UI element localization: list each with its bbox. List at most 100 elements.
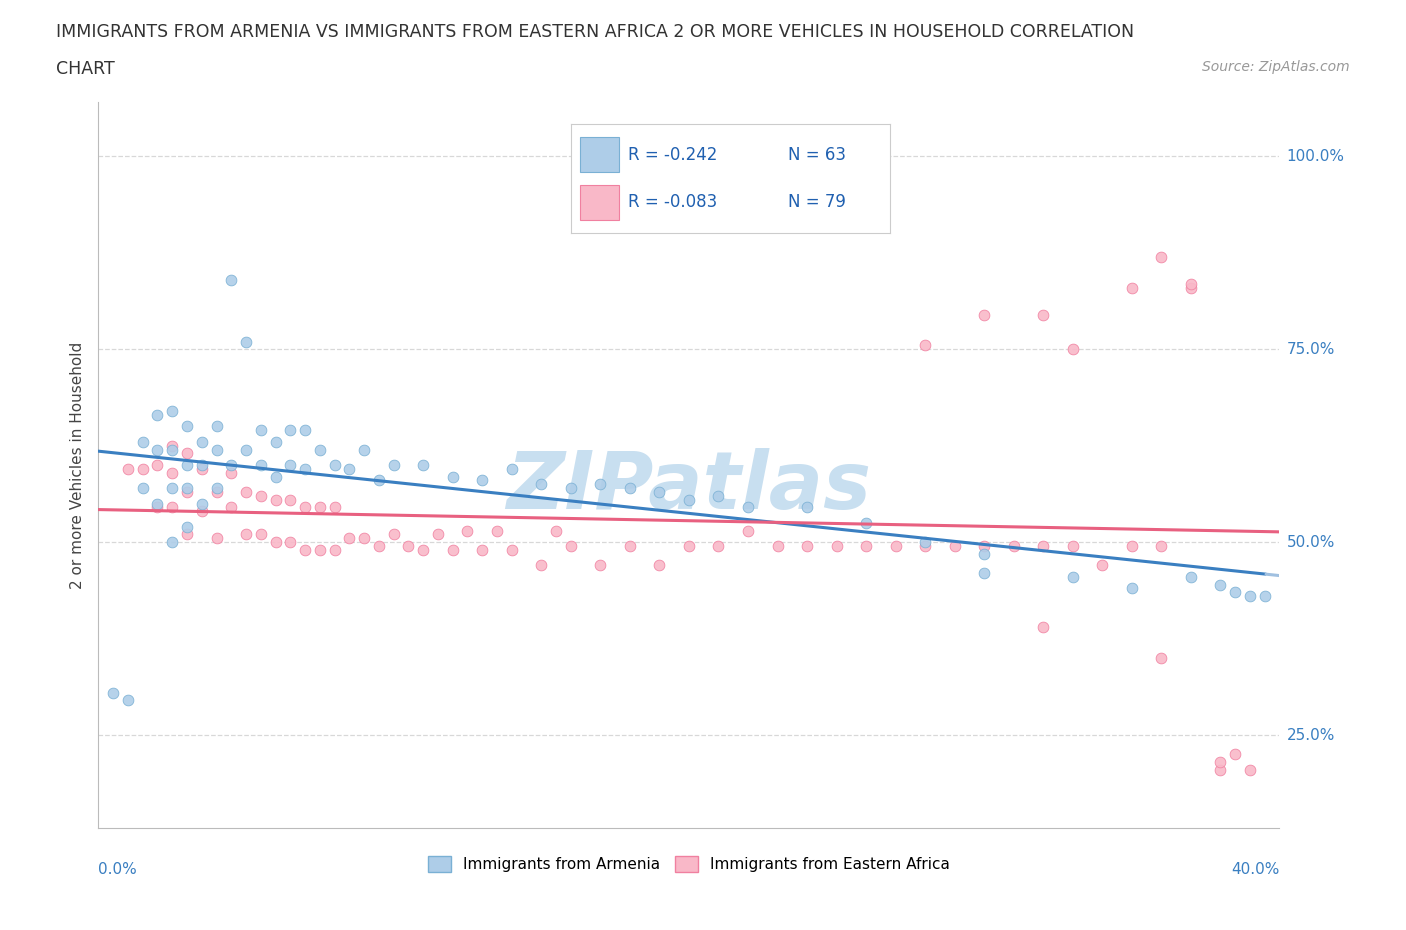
Point (1180, 569, 1202, 584)
Point (1121, 538, 1143, 553)
Point (1032, 307, 1054, 322)
Point (103, 685, 125, 700)
Point (205, 531, 228, 546)
Point (294, 500, 316, 515)
Point (1180, 276, 1202, 291)
Point (546, 524, 568, 538)
Point (221, 465, 243, 480)
Point (250, 488, 273, 503)
Text: 75.0%: 75.0% (1286, 341, 1334, 357)
Point (323, 500, 346, 515)
Point (1150, 650, 1173, 665)
Point (176, 527, 198, 542)
Point (294, 542, 316, 557)
Point (264, 434, 287, 449)
Point (1121, 280, 1143, 295)
Point (280, 423, 302, 438)
Text: 50.0%: 50.0% (1286, 535, 1334, 550)
Point (162, 404, 183, 418)
Point (1062, 538, 1084, 553)
Point (1091, 558, 1114, 573)
Point (1254, 589, 1277, 604)
Point (1150, 249, 1173, 264)
Point (707, 488, 730, 503)
Point (530, 558, 553, 573)
Point (678, 492, 700, 507)
Point (176, 446, 198, 461)
Point (132, 434, 155, 449)
Point (973, 538, 995, 553)
Point (973, 565, 995, 580)
Point (162, 535, 183, 550)
Point (146, 407, 169, 422)
Point (368, 538, 391, 553)
Point (250, 458, 273, 472)
Point (648, 485, 671, 499)
Point (117, 461, 139, 476)
Point (914, 535, 936, 550)
Point (250, 527, 273, 542)
Point (235, 334, 257, 349)
Point (560, 481, 582, 496)
Point (323, 458, 346, 472)
Point (943, 538, 966, 553)
Point (117, 693, 139, 708)
Text: 25.0%: 25.0% (1286, 727, 1334, 742)
Point (1121, 581, 1143, 596)
Point (221, 272, 243, 287)
Point (280, 492, 302, 507)
Point (382, 458, 405, 472)
Text: 100.0%: 100.0% (1286, 149, 1344, 164)
Point (1032, 538, 1054, 553)
Point (353, 531, 375, 546)
Point (1239, 589, 1261, 604)
Point (264, 535, 287, 550)
Point (914, 338, 936, 352)
Point (235, 442, 257, 457)
Point (162, 465, 183, 480)
Point (1209, 763, 1232, 777)
Point (205, 481, 228, 496)
Point (855, 538, 877, 553)
Point (412, 458, 434, 472)
Point (309, 442, 332, 457)
Point (176, 485, 198, 499)
Text: Source: ZipAtlas.com: Source: ZipAtlas.com (1202, 60, 1350, 74)
Point (884, 538, 907, 553)
Point (530, 477, 553, 492)
Point (825, 538, 848, 553)
Point (1225, 585, 1247, 600)
Point (1209, 754, 1232, 769)
Point (176, 458, 198, 472)
Point (707, 538, 730, 553)
Point (176, 519, 198, 534)
Point (294, 423, 316, 438)
Point (339, 531, 361, 546)
Legend: Immigrants from Armenia, Immigrants from Eastern Africa: Immigrants from Armenia, Immigrants from… (422, 850, 956, 878)
Point (589, 558, 612, 573)
Point (973, 307, 995, 322)
Point (146, 496, 169, 511)
Point (280, 458, 302, 472)
Point (678, 538, 700, 553)
Point (162, 442, 183, 457)
Point (1209, 578, 1232, 592)
Point (191, 458, 214, 472)
Point (914, 538, 936, 553)
Point (294, 461, 316, 476)
Point (176, 481, 198, 496)
Text: ZIPatlas: ZIPatlas (506, 447, 872, 525)
Point (191, 434, 214, 449)
Y-axis label: 2 or more Vehicles in Household: 2 or more Vehicles in Household (70, 341, 86, 589)
Point (205, 485, 228, 499)
Point (1002, 538, 1025, 553)
Point (471, 473, 494, 488)
Point (766, 538, 789, 553)
Point (264, 469, 287, 484)
Text: IMMIGRANTS FROM ARMENIA VS IMMIGRANTS FROM EASTERN AFRICA 2 OR MORE VEHICLES IN : IMMIGRANTS FROM ARMENIA VS IMMIGRANTS FR… (56, 23, 1135, 41)
Point (176, 419, 198, 434)
Point (205, 419, 228, 434)
Point (796, 500, 818, 515)
Point (441, 542, 464, 557)
Point (162, 481, 183, 496)
